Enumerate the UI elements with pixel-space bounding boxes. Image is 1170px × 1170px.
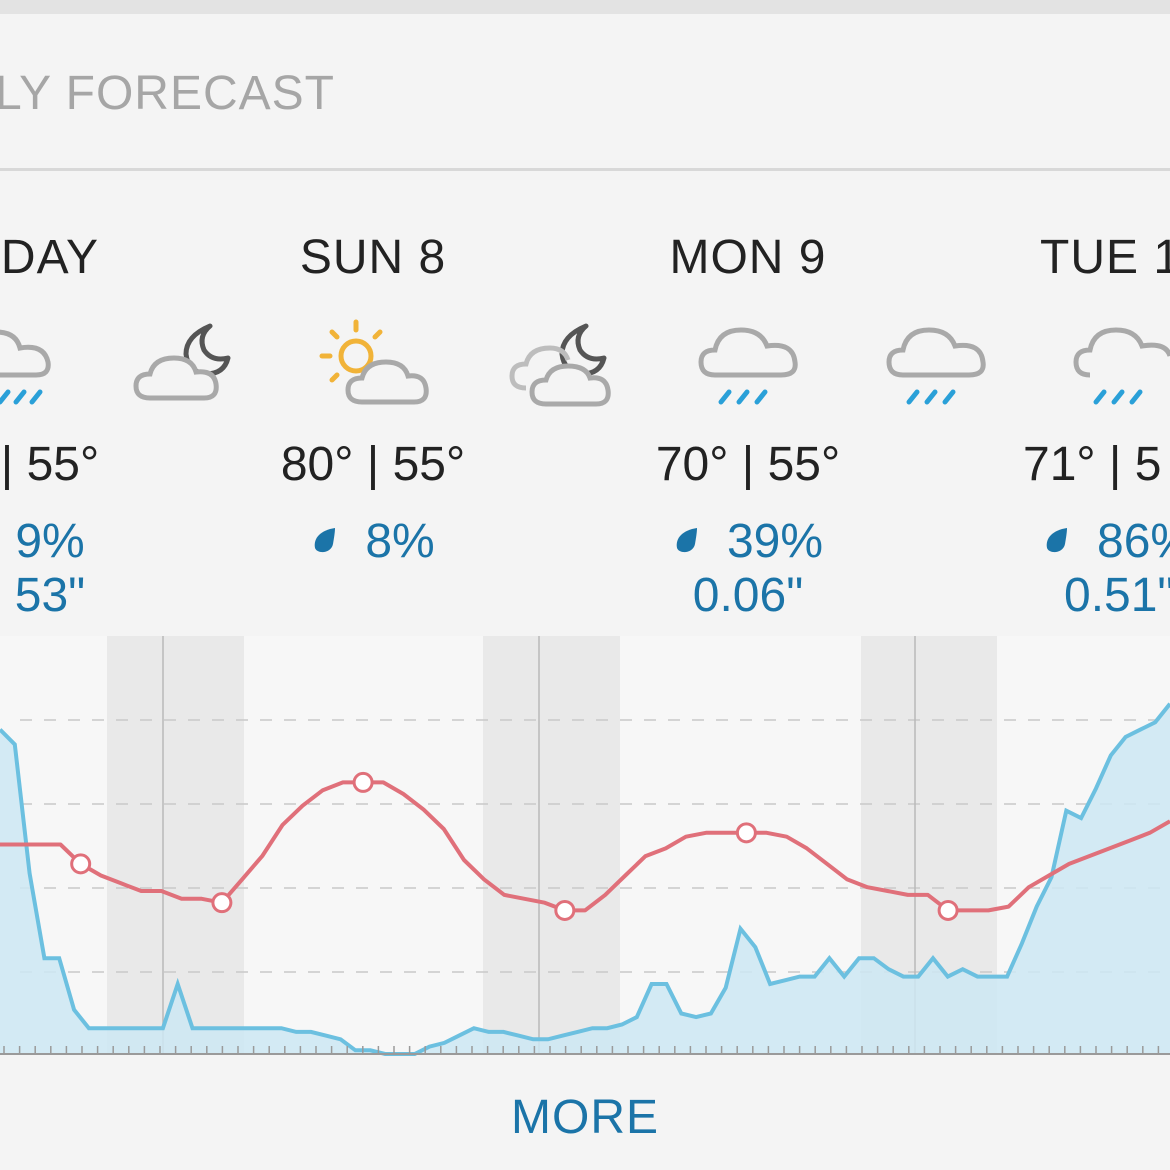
partly-cloudy-night-icon xyxy=(509,323,611,407)
precip-amount: 0.06" xyxy=(692,569,804,622)
day-name: MON 9 xyxy=(669,231,827,284)
precip-chance-value: 9% xyxy=(15,515,85,568)
raindrop-icon xyxy=(676,528,697,553)
precip-amount: 53" xyxy=(14,569,86,622)
precip-area xyxy=(0,703,1170,1054)
partly-cloudy-night-icon xyxy=(133,323,231,401)
precip-chance: 9% xyxy=(0,514,230,569)
precip-line xyxy=(0,702,1170,1056)
night-band xyxy=(483,636,620,1054)
temperature-point xyxy=(211,892,233,914)
raindrop-icon xyxy=(315,528,336,553)
hourly-chart xyxy=(0,636,1170,1056)
temperature-point xyxy=(554,899,576,921)
temperature-point xyxy=(937,899,959,921)
rain-icon xyxy=(886,327,986,405)
temperature-point xyxy=(70,853,92,875)
temperature-point xyxy=(735,822,757,844)
temperature-range: 80° | 55° xyxy=(280,438,466,491)
rain-icon xyxy=(1073,327,1170,405)
precip-chance: 39% xyxy=(568,514,928,569)
top-bar xyxy=(0,0,1170,14)
title-divider xyxy=(0,168,1170,171)
rain-icon xyxy=(0,329,51,405)
partly-sunny-icon xyxy=(319,319,429,405)
precip-chance-value: 39% xyxy=(726,515,824,568)
day-name: SUN 8 xyxy=(299,231,447,284)
temperature-range: 70° | 55° xyxy=(655,438,841,491)
more-button[interactable]: MORE xyxy=(511,1091,659,1144)
day-name: TUE 1 xyxy=(1040,231,1170,284)
section-title: LY FORECAST xyxy=(0,67,335,120)
precip-chance: 8% xyxy=(193,514,553,569)
temperature-range: | 55° xyxy=(0,438,100,491)
raindrop-icon xyxy=(1046,528,1067,553)
precip-chance-value: 8% xyxy=(365,515,435,568)
rain-icon xyxy=(698,327,798,405)
precip-chance-value: 86% xyxy=(1097,515,1170,568)
day-name: DAY xyxy=(0,231,100,284)
precip-chance: 86% xyxy=(1043,514,1170,569)
temperature-line xyxy=(0,780,1170,913)
temperature-point xyxy=(352,771,374,793)
precip-amount: 0.51" xyxy=(1064,569,1170,622)
temperature-range: 71° | 5 xyxy=(1023,438,1162,491)
